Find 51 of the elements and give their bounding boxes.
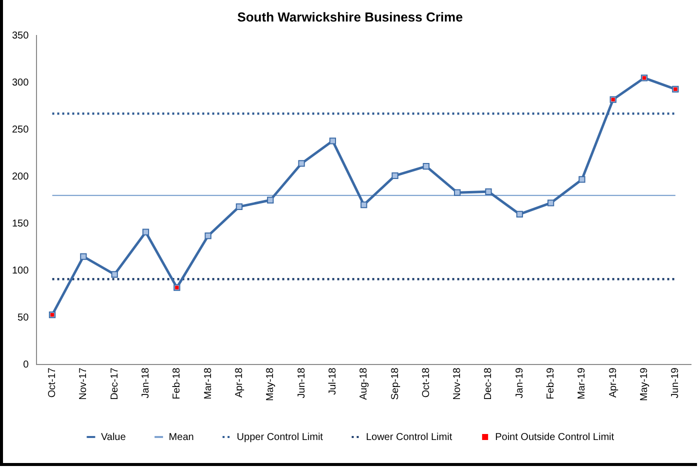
point (578, 176, 586, 183)
x-tick-label: Dec-18 (483, 367, 494, 400)
x-tick-label: Nov-18 (452, 367, 464, 400)
legend-label: Point Outside Control Limit (495, 432, 614, 443)
x-tick-label: Nov-17 (78, 367, 90, 400)
point (329, 138, 336, 144)
x-tick-label: Jul-18 (327, 367, 338, 395)
y-tick-label: 0 (23, 359, 30, 370)
y-tick-label: 200 (12, 171, 30, 182)
point (236, 203, 243, 210)
point (485, 188, 492, 195)
point (142, 228, 150, 236)
point (80, 253, 87, 260)
point (392, 172, 398, 180)
y-tick-label: 250 (12, 124, 30, 136)
y-tick-label: 100 (12, 265, 30, 276)
point (547, 200, 554, 206)
x-tick-label: Dec-17 (109, 367, 120, 400)
x-tick-label: Mar-18 (202, 367, 214, 400)
x-tick-label: May-18 (265, 367, 276, 402)
x-tick-label: Apr-19 (608, 367, 619, 398)
x-tick-label: Oct-18 (420, 367, 432, 398)
point (267, 196, 274, 204)
y-tick-label: 150 (12, 218, 30, 230)
point (454, 189, 461, 196)
legend-label: Value (100, 432, 126, 443)
chart-title: South Warwickshire Business Crime (237, 9, 463, 24)
point (298, 160, 305, 167)
legend-label: Upper Control Limit (236, 432, 324, 443)
legend-label: Lower Control Limit (366, 432, 452, 443)
x-tick-label: Oct-17 (47, 367, 58, 398)
x-tick-label: Feb-18 (172, 367, 183, 400)
point (204, 232, 212, 240)
y-tick-label: 300 (12, 77, 30, 88)
x-tick-label: Jun-18 (296, 367, 308, 398)
y-tick-label: 350 (12, 30, 30, 42)
x-tick-label: Feb-19 (546, 367, 557, 400)
point (516, 210, 523, 218)
x-tick-label: Aug-18 (358, 367, 370, 400)
x-tick-label: Jan-18 (140, 367, 152, 398)
point (422, 162, 430, 170)
x-tick-label: Sep-18 (390, 367, 401, 400)
x-tick-label: Mar-19 (576, 367, 588, 400)
x-tick-label: Jan-19 (514, 367, 526, 398)
legend-label: Mean (168, 432, 194, 443)
x-tick-label: Apr-18 (234, 367, 245, 398)
y-tick-label: 50 (18, 312, 30, 324)
x-tick-label: Jun-19 (670, 367, 682, 398)
point (111, 271, 118, 278)
x-tick-label: May-19 (639, 367, 650, 402)
point (360, 202, 368, 208)
